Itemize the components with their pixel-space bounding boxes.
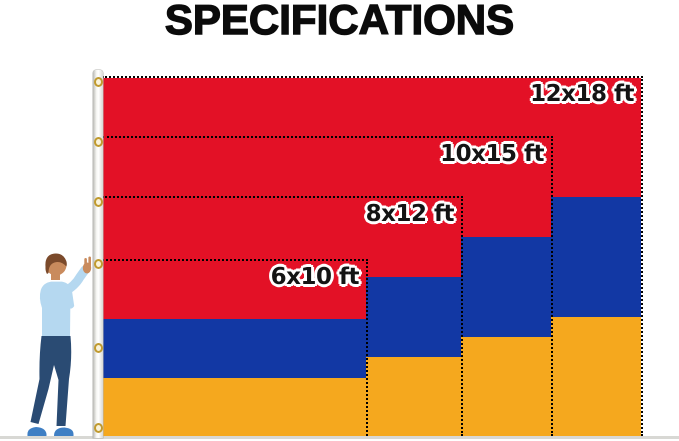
flag-size-label: 10x15 ft [440, 141, 544, 167]
person-legs [30, 336, 72, 426]
flag-6x10: 6x10 ft [102, 259, 368, 436]
flag-pole [93, 70, 103, 438]
flag-size-label: 12x18 ft [530, 81, 634, 107]
ground-line [0, 436, 679, 439]
grommet-icon [93, 137, 103, 147]
page-title: SPECIFICATIONS [164, 0, 515, 43]
person-torso [39, 281, 75, 338]
person-shoe-front [54, 427, 74, 436]
grommet-icon [93, 343, 103, 353]
person-hair [45, 253, 67, 274]
stripe-orange [102, 377, 366, 436]
flag-size-label: 6x10 ft [270, 264, 360, 290]
grommet-icon [93, 197, 103, 207]
person-shoe-back [27, 427, 47, 436]
stripe-blue [102, 319, 366, 378]
person-illustration [27, 253, 92, 436]
person-neck [51, 271, 60, 280]
person-hand [82, 256, 92, 274]
grommet-icon [93, 423, 103, 433]
stripe-red [102, 261, 366, 320]
grommet-icon [93, 259, 103, 269]
grommet-icon [93, 77, 103, 87]
flag-size-label: 8x12 ft [365, 201, 455, 227]
